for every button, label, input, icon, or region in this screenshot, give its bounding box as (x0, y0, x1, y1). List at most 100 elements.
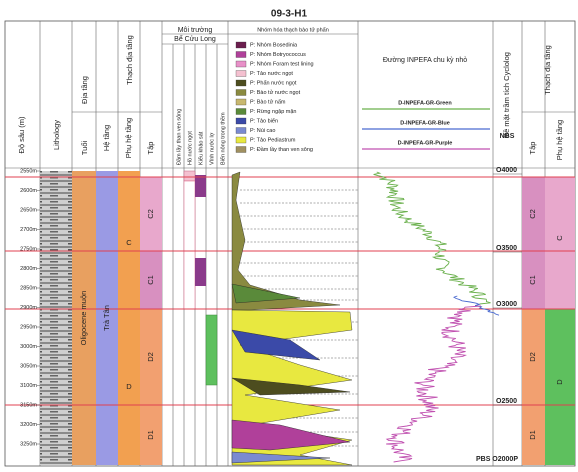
depth-tick-label: 2950m (20, 324, 37, 330)
palynology-area (231, 329, 321, 361)
legend-swatch (235, 108, 247, 115)
unit-block (140, 251, 162, 309)
legend-label: P: Tảo biển (250, 117, 278, 124)
header-unit: Tập (146, 142, 155, 155)
legend-label: P: Núi cao (250, 128, 275, 134)
environment-bar (195, 258, 206, 286)
unit-block (140, 309, 162, 405)
right-unit-label: D1 (528, 430, 537, 440)
labels: Đầm lầy than ven sông Hồ nước ngọt Kiểu kh… (20, 41, 564, 463)
depth-tick-label: 2600m (20, 188, 37, 194)
environment-column-label: Vĩnh nước lợ (209, 132, 215, 165)
environment-bar (205, 314, 218, 386)
depth-tick-label: 3050m (20, 363, 37, 369)
surface-label: O3500 (496, 245, 517, 252)
subformation-block (118, 171, 140, 465)
environment-bar (183, 170, 196, 182)
header-inpefa: Đường INPEFA chu kỳ nhỏ (383, 56, 467, 64)
header-stratigraphy: Địa tầng (80, 76, 89, 104)
inpefa-curve (373, 171, 491, 305)
unit-block (140, 405, 162, 465)
header-cyclolog: Bề mặt trầm tích Cyclolog (502, 52, 511, 138)
legend-label: D-INPEFA-GR-Green (398, 100, 452, 106)
header-basin: Bể Cửu Long (174, 35, 216, 43)
age-label: Oligocene muộn (79, 291, 88, 346)
formation-block (96, 171, 118, 465)
lithology-column (40, 171, 72, 465)
depth-tick-label: 2650m (20, 207, 37, 213)
right-subformation-label: C (555, 235, 564, 241)
age-block (72, 171, 96, 465)
header-formation: Hệ tầng (102, 125, 111, 151)
surface-label: O3000 (496, 301, 517, 308)
right-unit-block (522, 309, 545, 465)
environment-column-label: Hồ nước ngọt (187, 131, 193, 165)
header-depth: Độ sâu (m) (17, 116, 26, 154)
depth-tick-label: 2750m (20, 246, 37, 252)
depth-tick-label: 2900m (20, 305, 37, 311)
legend-swatch (235, 70, 247, 77)
legend-swatch (235, 51, 247, 58)
palynology-area (231, 451, 331, 464)
right-unit-block (522, 177, 545, 309)
header-subformation: Phụ hệ tầng (124, 118, 133, 158)
legend-label: P: Nhóm Botryococcus (250, 52, 306, 58)
environment-bar (183, 180, 196, 310)
depth-tick-label: 2550m (20, 168, 37, 174)
legend-label: P: Phấn nước ngọt (250, 80, 297, 86)
legend-swatch (235, 146, 247, 153)
depth-tick-label: 3250m (20, 441, 37, 447)
legend-label: P: Tảo nước ngọt (250, 71, 293, 77)
right-unit-label: D2 (528, 352, 537, 362)
legend-swatch (235, 98, 247, 106)
header-right-lithostratigraphy: Thạch địa tầng (543, 45, 552, 95)
depth-tick-label: 2850m (20, 285, 37, 291)
legend-label: P: Bào tử nấm (250, 98, 286, 105)
legend-swatch (235, 79, 247, 87)
header-environment: Môi trường (178, 27, 213, 34)
surface-label: PBS O2000P (476, 456, 518, 463)
right-subformation-block (545, 177, 575, 309)
header-lithology: Lithology (52, 120, 61, 150)
header-lithostratigraphy: Thạch địa tầng (125, 35, 134, 85)
legend-label: P: Tảo Pediastrum (250, 137, 296, 143)
unit-label: D2 (146, 352, 155, 362)
depth-tick-label: 2800m (20, 266, 37, 272)
subformation-label: C (126, 238, 132, 247)
palynology-area (231, 419, 351, 451)
legend-swatch (235, 41, 247, 49)
environment-column-label: Kiểu khảo sát (197, 131, 204, 165)
palynology-area (231, 283, 301, 304)
legend-label: P: Đầm lầy than ven sông (250, 147, 313, 153)
legend-label: D-INPEFA-GR-Blue (400, 120, 450, 126)
header-right-subformation: Phụ hệ tầng (555, 120, 564, 160)
environment-bar (195, 175, 206, 197)
depth-tick-label: 3200m (20, 422, 37, 428)
header-palynology: Nhóm hóa thạch bào tử phấn (257, 26, 329, 33)
legend-swatch (235, 60, 247, 68)
environment-column-label: Biển nông trong thềm (219, 112, 226, 165)
header-right-unit: Tập (528, 142, 537, 155)
legend-label: P: Nhóm Bosedinia (250, 42, 298, 48)
inpefa-curve (452, 295, 500, 316)
legend-label: P: Nhóm Foram test lining (250, 61, 314, 67)
unit-label: C2 (146, 209, 155, 219)
depth-tick-label: 2700m (20, 227, 37, 233)
palynology-area (231, 377, 351, 396)
legend-label: P: Bào tử nước ngọt (250, 89, 301, 96)
title: 09-3-H1 (271, 9, 308, 20)
header-nbs: NBS (500, 133, 515, 140)
right-unit-label: C2 (528, 209, 537, 219)
right-unit-label: C1 (528, 275, 537, 285)
right-subformation-block (545, 309, 575, 465)
inpefa-curve (385, 305, 482, 463)
surface-label: O4000 (496, 167, 517, 174)
environment-column-label: Đầm lầy than ven sông (176, 109, 182, 165)
curves (5, 171, 575, 466)
subformation-label: D (126, 382, 132, 391)
depth-tick-label: 3100m (20, 383, 37, 389)
legend-swatch (235, 136, 247, 144)
unit-block (140, 177, 162, 251)
depth-tick-label: 3150m (20, 402, 37, 408)
legend-swatch (235, 127, 247, 134)
